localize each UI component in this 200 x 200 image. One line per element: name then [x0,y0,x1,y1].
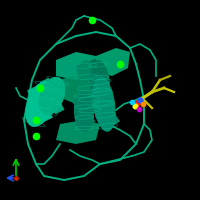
Point [130,100,134,104]
FancyBboxPatch shape [40,78,64,114]
FancyBboxPatch shape [88,59,112,109]
Ellipse shape [74,92,94,132]
Point [90,18,94,22]
Point [118,62,122,66]
Ellipse shape [25,81,55,127]
Point [138,98,142,102]
Ellipse shape [77,60,99,116]
Point [14,176,18,180]
FancyBboxPatch shape [27,86,53,122]
Point [34,118,38,122]
Ellipse shape [39,77,65,115]
Polygon shape [56,120,100,144]
Point [135,101,139,105]
Polygon shape [56,52,100,80]
Polygon shape [56,76,100,104]
FancyBboxPatch shape [75,62,101,114]
Ellipse shape [92,76,116,132]
FancyBboxPatch shape [88,85,120,127]
Point [34,134,38,138]
Point [141,102,145,106]
Point [133,104,137,108]
Point [137,107,141,111]
FancyBboxPatch shape [72,98,96,126]
Polygon shape [96,48,130,76]
Point [38,86,42,90]
Ellipse shape [90,60,110,108]
